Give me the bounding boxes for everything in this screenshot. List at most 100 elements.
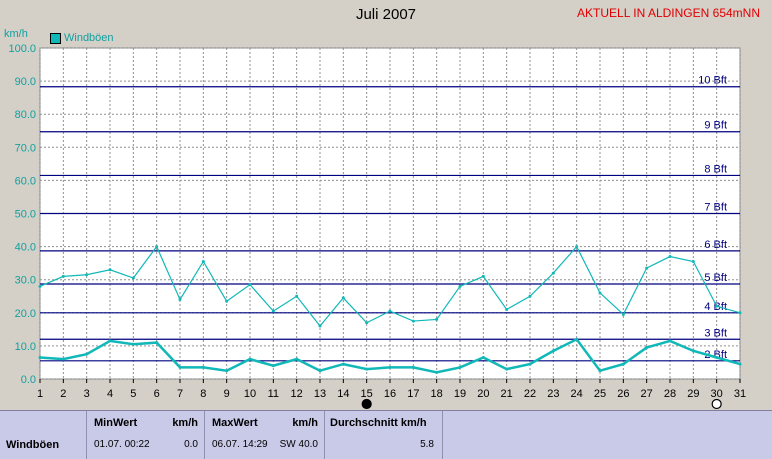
x-tick-label: 4 [107, 388, 113, 400]
data-point [715, 355, 719, 359]
beaufort-label: 10 Bft [698, 75, 727, 87]
data-point [551, 271, 555, 275]
data-point [248, 357, 252, 361]
data-point [528, 294, 532, 298]
data-point [388, 309, 392, 313]
y-tick-label: 50.0 [15, 209, 36, 221]
min-value: 0.0 [184, 439, 198, 450]
new-moon-icon [711, 398, 722, 410]
data-point [248, 283, 252, 287]
x-tick-label: 29 [687, 388, 699, 400]
data-point [598, 369, 602, 373]
data-point [645, 266, 649, 270]
data-point [178, 365, 182, 369]
data-point [341, 362, 345, 366]
x-tick-label: 25 [594, 388, 606, 400]
y-axis-unit: km/h [4, 28, 28, 40]
data-point [85, 352, 89, 356]
y-tick-label: 80.0 [15, 109, 36, 121]
x-tick-label: 30 [711, 388, 723, 400]
data-point [435, 317, 439, 321]
y-tick-label: 0.0 [21, 374, 36, 386]
chart-plot: km/h 0.0 10.0 20.0 30.0 40.0 50.0 60.0 70.0 80.0 9… [4, 28, 746, 410]
data-point [61, 274, 65, 278]
stats-panel: Windböen MinWert km/h 01.07. 00:22 0.0 M… [0, 410, 772, 459]
chart-area: km/h 0.0 10.0 20.0 30.0 40.0 50.0 60.0 70.0 80.0 9… [4, 6, 760, 410]
x-tick-label: 24 [571, 388, 583, 400]
data-point [271, 364, 275, 368]
min-unit: km/h [172, 417, 198, 429]
data-point [341, 296, 345, 300]
legend-label: Windböen [64, 32, 114, 44]
full-moon-icon [361, 398, 372, 410]
data-point [131, 276, 135, 280]
data-point [295, 294, 299, 298]
x-tick-label: 18 [431, 388, 443, 400]
chart-title: Juli 2007 [355, 6, 417, 23]
data-point [575, 245, 579, 249]
data-point [61, 357, 65, 361]
data-point [108, 268, 112, 272]
data-point [411, 319, 415, 323]
data-point [505, 367, 509, 371]
data-point [85, 273, 89, 277]
data-point [388, 365, 392, 369]
data-point [225, 299, 229, 303]
x-tick-label: 14 [337, 388, 349, 400]
avg-header: Durchschnitt km/h [330, 417, 427, 429]
legend: Windböen [50, 32, 114, 44]
x-tick-label: 8 [200, 388, 206, 400]
min-header: MinWert [94, 417, 138, 429]
x-tick-label: 9 [224, 388, 230, 400]
data-point [691, 259, 695, 263]
x-tick-label: 27 [641, 388, 653, 400]
station-label: AKTUELL IN ALDINGEN 654mNN [577, 6, 760, 20]
data-point [271, 309, 275, 313]
x-tick-label: 12 [291, 388, 303, 400]
beaufort-label: 3 Bft [704, 327, 727, 339]
x-tick-label: 28 [664, 388, 676, 400]
data-point [155, 341, 159, 345]
data-point [178, 298, 182, 302]
data-point [318, 324, 322, 328]
beaufort-label: 9 Bft [704, 120, 727, 132]
data-point [621, 312, 625, 316]
data-point [365, 367, 369, 371]
data-point [738, 362, 742, 366]
x-tick-label: 21 [501, 388, 513, 400]
y-tick-label: 70.0 [15, 142, 36, 154]
data-point [131, 342, 135, 346]
data-point [318, 369, 322, 373]
x-tick-label: 7 [177, 388, 183, 400]
data-point [38, 355, 42, 359]
x-tick-label: 26 [617, 388, 629, 400]
x-tick-label: 20 [477, 388, 489, 400]
y-tick-label: 30.0 [15, 275, 36, 287]
data-point [458, 365, 462, 369]
data-point [225, 369, 229, 373]
data-point [458, 284, 462, 288]
max-value: SW 40.0 [279, 439, 318, 450]
data-point [505, 307, 509, 311]
data-point [715, 304, 719, 308]
x-tick-label: 1 [37, 388, 43, 400]
min-cell: MinWert km/h 01.07. 00:22 0.0 [86, 411, 205, 459]
x-tick-label: 5 [130, 388, 136, 400]
x-tick-label: 15 [361, 388, 373, 400]
data-point [38, 284, 42, 288]
x-tick-label: 19 [454, 388, 466, 400]
avg-value: 5.8 [420, 439, 434, 450]
data-point [201, 365, 205, 369]
data-point [411, 365, 415, 369]
data-point [295, 357, 299, 361]
beaufort-label: 6 Bft [704, 239, 727, 251]
min-date: 01.07. 00:22 [94, 439, 150, 450]
legend-swatch [50, 32, 61, 44]
avg-cell: Durchschnitt km/h 5.8 [324, 411, 443, 459]
x-tick-label: 16 [384, 388, 396, 400]
data-point [575, 337, 579, 341]
data-point [365, 321, 369, 325]
max-date: 06.07. 14:29 [212, 439, 268, 450]
data-point [201, 259, 205, 263]
x-tick-label: 17 [407, 388, 419, 400]
